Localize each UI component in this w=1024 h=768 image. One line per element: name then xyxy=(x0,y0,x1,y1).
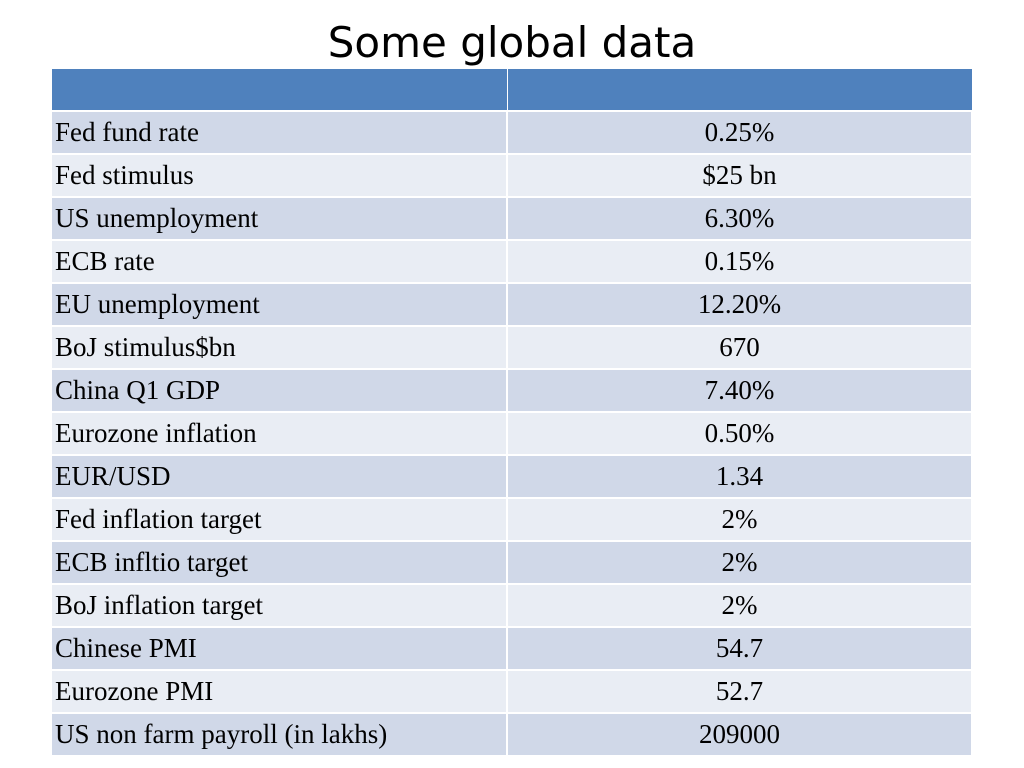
row-value-cell: 12.20% xyxy=(506,282,973,327)
row-label-cell: ECB rate xyxy=(50,239,508,284)
row-label-cell: Eurozone PMI xyxy=(50,669,508,714)
row-value-cell: 2% xyxy=(506,497,973,542)
header-cell-label xyxy=(50,68,508,112)
table-row: Fed inflation target 2% xyxy=(50,497,973,542)
row-value-cell: 6.30% xyxy=(506,196,973,241)
row-value-cell: 7.40% xyxy=(506,368,973,413)
header-cell-value xyxy=(506,68,973,112)
row-value-cell: 52.7 xyxy=(506,669,973,714)
table-body: Fed fund rate 0.25% Fed stimulus $25 bn US u… xyxy=(50,110,973,757)
table-row: EUR/USD 1.34 xyxy=(50,454,973,499)
row-value-cell: 54.7 xyxy=(506,626,973,671)
table-row: ECB rate 0.15% xyxy=(50,239,973,284)
table-header-row xyxy=(50,68,973,112)
table-row: US unemployment 6.30% xyxy=(50,196,973,241)
row-label-cell: Fed inflation target xyxy=(50,497,508,542)
table-row: China Q1 GDP 7.40% xyxy=(50,368,973,413)
row-value-cell: 670 xyxy=(506,325,973,370)
table-row: Chinese PMI 54.7 xyxy=(50,626,973,671)
row-label-cell: EUR/USD xyxy=(50,454,508,499)
table-row: ECB infltio target 2% xyxy=(50,540,973,585)
row-label-cell: US unemployment xyxy=(50,196,508,241)
table-row: US non farm payroll (in lakhs) 209000 xyxy=(50,712,973,757)
table-row: Eurozone PMI 52.7 xyxy=(50,669,973,714)
row-label-cell: BoJ inflation target xyxy=(50,583,508,628)
table-row: BoJ inflation target 2% xyxy=(50,583,973,628)
row-label-cell: EU unemployment xyxy=(50,282,508,327)
row-value-cell: 0.50% xyxy=(506,411,973,456)
row-value-cell: 209000 xyxy=(506,712,973,757)
row-value-cell: $25 bn xyxy=(506,153,973,198)
row-label-cell: ECB infltio target xyxy=(50,540,508,585)
row-value-cell: 2% xyxy=(506,583,973,628)
table-row: Eurozone inflation 0.50% xyxy=(50,411,973,456)
table-row: Fed fund rate 0.25% xyxy=(50,110,973,155)
row-label-cell: US non farm payroll (in lakhs) xyxy=(50,712,508,757)
row-label-cell: Fed fund rate xyxy=(50,110,508,155)
row-value-cell: 0.15% xyxy=(506,239,973,284)
global-data-table: Fed fund rate 0.25% Fed stimulus $25 bn US u… xyxy=(50,68,973,757)
row-value-cell: 2% xyxy=(506,540,973,585)
row-label-cell: China Q1 GDP xyxy=(50,368,508,413)
row-label-cell: BoJ stimulus$bn xyxy=(50,325,508,370)
row-label-cell: Fed stimulus xyxy=(50,153,508,198)
row-value-cell: 0.25% xyxy=(506,110,973,155)
row-value-cell: 1.34 xyxy=(506,454,973,499)
row-label-cell: Eurozone inflation xyxy=(50,411,508,456)
row-label-cell: Chinese PMI xyxy=(50,626,508,671)
slide-title: Some global data xyxy=(327,18,697,67)
table-row: EU unemployment 12.20% xyxy=(50,282,973,327)
table-row: BoJ stimulus$bn 670 xyxy=(50,325,973,370)
table-row: Fed stimulus $25 bn xyxy=(50,153,973,198)
